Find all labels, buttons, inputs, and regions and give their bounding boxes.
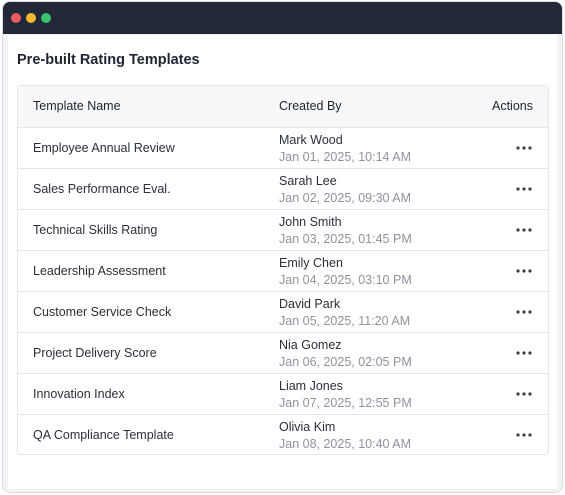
created-date: Jan 02, 2025, 09:30 AM: [279, 191, 412, 205]
maximize-window-button[interactable]: [41, 13, 51, 23]
created-by-user: David Park: [279, 297, 341, 311]
more-horizontal-icon: [516, 228, 532, 232]
more-horizontal-icon: [516, 351, 532, 355]
more-horizontal-icon: [516, 187, 532, 191]
created-date: Jan 06, 2025, 02:05 PM: [279, 355, 412, 369]
template-name-cell: Project Delivery Score: [33, 346, 157, 360]
template-name-cell: Employee Annual Review: [33, 141, 175, 155]
row-actions-button[interactable]: [514, 303, 534, 321]
more-horizontal-icon: [516, 392, 532, 396]
close-window-button[interactable]: [11, 13, 21, 23]
row-actions-button[interactable]: [514, 385, 534, 403]
column-header-actions: Actions: [492, 99, 533, 113]
table-body: Employee Annual Review Mark Wood Jan 01,…: [18, 128, 548, 455]
template-name-cell: QA Compliance Template: [33, 428, 174, 442]
minimize-window-button[interactable]: [26, 13, 36, 23]
row-actions-button[interactable]: [514, 180, 534, 198]
created-by-user: Nia Gomez: [279, 338, 342, 352]
column-header-template-name: Template Name: [33, 99, 121, 113]
created-by-user: Emily Chen: [279, 256, 343, 270]
table-header: Template Name Created By Actions: [18, 86, 548, 128]
table-row: Employee Annual Review Mark Wood Jan 01,…: [18, 128, 548, 169]
table-row: QA Compliance Template Olivia Kim Jan 08…: [18, 415, 548, 455]
template-name-cell: Sales Performance Eval.: [33, 182, 171, 196]
table-row: Technical Skills Rating John Smith Jan 0…: [18, 210, 548, 251]
window-titlebar: [3, 2, 562, 34]
table-row: Innovation Index Liam Jones Jan 07, 2025…: [18, 374, 548, 415]
row-actions-button[interactable]: [514, 344, 534, 362]
template-name-cell: Innovation Index: [33, 387, 125, 401]
created-date: Jan 03, 2025, 01:45 PM: [279, 232, 412, 246]
table-row: Leadership Assessment Emily Chen Jan 04,…: [18, 251, 548, 292]
created-date: Jan 07, 2025, 12:55 PM: [279, 396, 412, 410]
main-content: Pre-built Rating Templates Template Name…: [8, 35, 557, 489]
more-horizontal-icon: [516, 310, 532, 314]
created-by-user: John Smith: [279, 215, 342, 229]
template-name-cell: Customer Service Check: [33, 305, 172, 319]
templates-table: Template Name Created By Actions Employe…: [17, 85, 549, 455]
row-actions-button[interactable]: [514, 262, 534, 280]
row-actions-button[interactable]: [514, 426, 534, 444]
created-by-user: Sarah Lee: [279, 174, 337, 188]
table-row: Customer Service Check David Park Jan 05…: [18, 292, 548, 333]
created-by-user: Liam Jones: [279, 379, 343, 393]
created-by-user: Olivia Kim: [279, 420, 336, 434]
row-actions-button[interactable]: [514, 221, 534, 239]
column-header-created-by: Created By: [279, 99, 342, 113]
created-by-user: Mark Wood: [279, 133, 343, 147]
created-date: Jan 08, 2025, 10:40 AM: [279, 437, 412, 451]
template-name-cell: Leadership Assessment: [33, 264, 166, 278]
template-name-cell: Technical Skills Rating: [33, 223, 158, 237]
page-title: Pre-built Rating Templates: [17, 52, 200, 68]
created-date: Jan 01, 2025, 10:14 AM: [279, 150, 412, 164]
more-horizontal-icon: [516, 433, 532, 437]
created-date: Jan 04, 2025, 03:10 PM: [279, 273, 412, 287]
table-row: Sales Performance Eval. Sarah Lee Jan 02…: [18, 169, 548, 210]
more-horizontal-icon: [516, 269, 532, 273]
table-row: Project Delivery Score Nia Gomez Jan 06,…: [18, 333, 548, 374]
more-horizontal-icon: [516, 146, 532, 150]
row-actions-button[interactable]: [514, 139, 534, 157]
created-date: Jan 05, 2025, 11:20 AM: [279, 314, 411, 328]
